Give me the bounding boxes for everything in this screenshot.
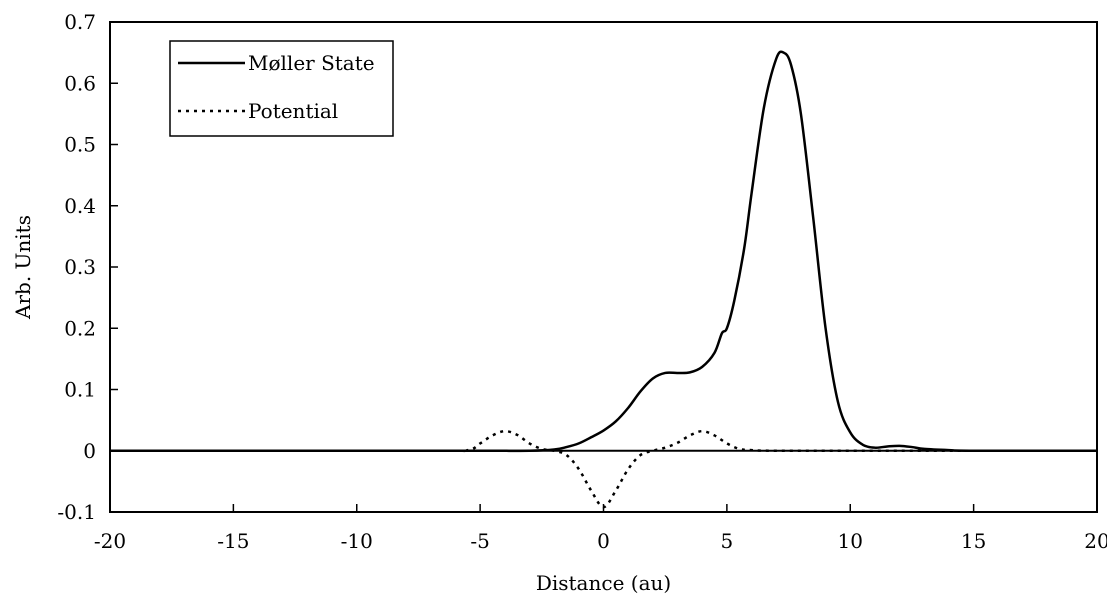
y-tick-label: 0.5 <box>64 133 96 157</box>
y-axis: -0.1 0 0.1 0.2 0.3 0.4 0.5 0.6 0.7 <box>57 10 118 524</box>
x-tick-label: 10 <box>838 529 863 553</box>
x-tick-label: 5 <box>721 529 734 553</box>
series-line-potential <box>109 429 1097 509</box>
x-tick-label: -15 <box>217 529 249 553</box>
y-tick-label: 0 <box>83 439 96 463</box>
x-tick-label: -20 <box>94 529 126 553</box>
x-axis: -20 -15 -10 -5 0 5 10 15 20 <box>94 504 1107 553</box>
x-tick-label: 15 <box>961 529 986 553</box>
y-tick-label: 0.2 <box>64 316 96 340</box>
legend: Møller State Potential <box>169 40 394 137</box>
legend-box <box>169 40 394 137</box>
series-layer <box>109 50 1098 509</box>
y-axis-title: Arb. Units <box>11 215 35 320</box>
y-tick-label: 0.4 <box>64 194 96 218</box>
y-tick-label: 0.6 <box>64 71 96 95</box>
y-tick-label: 0.3 <box>64 255 96 279</box>
x-axis-title: Distance (au) <box>536 571 671 595</box>
y-tick-label: -0.1 <box>57 500 96 524</box>
y-tick-label: 0.7 <box>64 10 96 34</box>
y-tick-label: 0.1 <box>64 378 96 402</box>
x-tick-label: 0 <box>597 529 610 553</box>
x-tick-label: 20 <box>1084 529 1107 553</box>
x-tick-label: -10 <box>341 529 373 553</box>
x-tick-label: -5 <box>470 529 489 553</box>
legend-label-moller-state: Møller State <box>248 51 375 75</box>
legend-label-potential: Potential <box>248 99 338 123</box>
series-line-moller-state <box>110 50 1098 453</box>
